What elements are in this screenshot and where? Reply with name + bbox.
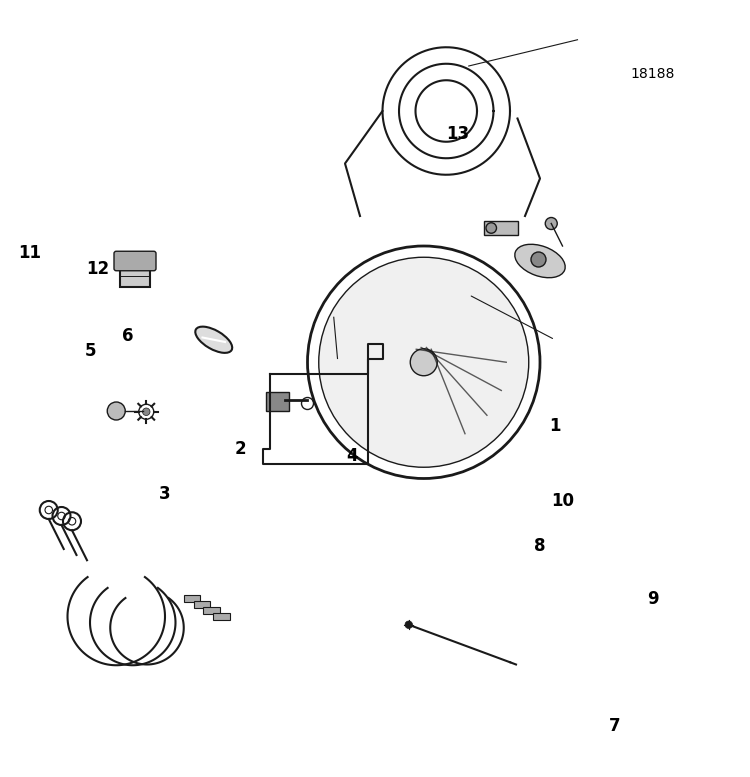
Bar	[266, 392, 289, 411]
Text: 1: 1	[549, 417, 561, 435]
Text: 3: 3	[159, 485, 171, 503]
Text: 10: 10	[551, 492, 574, 510]
Text: 9: 9	[646, 590, 658, 608]
Circle shape	[410, 349, 437, 376]
Circle shape	[107, 402, 125, 420]
Bar	[194, 601, 210, 608]
Text: 2: 2	[234, 440, 246, 458]
FancyBboxPatch shape	[114, 251, 156, 270]
Circle shape	[405, 621, 412, 629]
Bar	[484, 221, 518, 235]
Text: 4: 4	[346, 447, 358, 465]
Text: 12: 12	[86, 260, 109, 277]
Ellipse shape	[195, 326, 232, 353]
Text: 6: 6	[122, 327, 134, 345]
Bar	[213, 613, 230, 620]
Bar	[184, 594, 200, 602]
Circle shape	[531, 252, 546, 267]
Circle shape	[319, 257, 529, 467]
Ellipse shape	[514, 244, 566, 277]
Text: 5: 5	[84, 342, 96, 360]
Bar	[120, 261, 150, 287]
Text: 11: 11	[19, 245, 41, 263]
Text: 8: 8	[534, 537, 546, 555]
Text: 13: 13	[446, 124, 469, 142]
Circle shape	[545, 218, 557, 229]
Text: 7: 7	[609, 717, 621, 735]
Circle shape	[142, 408, 150, 416]
Circle shape	[486, 223, 496, 233]
Bar	[203, 607, 220, 615]
Text: 18188: 18188	[630, 67, 675, 81]
